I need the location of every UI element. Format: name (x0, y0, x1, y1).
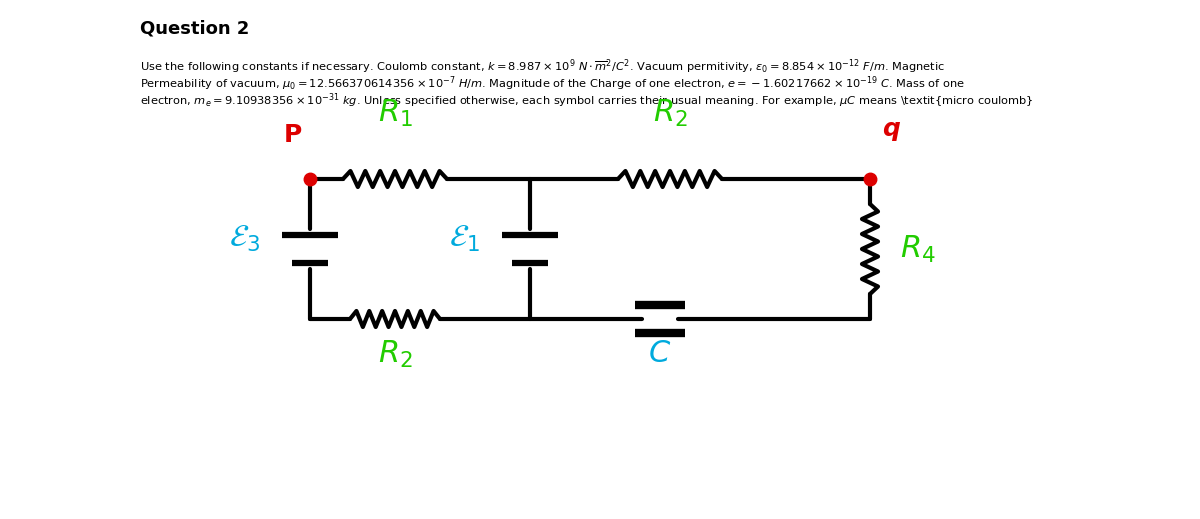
Text: $\mathcal{E}_3$: $\mathcal{E}_3$ (229, 224, 260, 254)
Text: $R_2$: $R_2$ (378, 339, 413, 370)
Text: Use the following constants if necessary. Coulomb constant, $k = 8.987 \times 10: Use the following constants if necessary… (140, 57, 944, 76)
Text: $R_2$: $R_2$ (653, 98, 688, 129)
Text: Question 2: Question 2 (140, 19, 250, 37)
Text: P: P (283, 123, 302, 147)
Text: q: q (882, 117, 900, 141)
Text: electron, $m_e = 9.10938356 \times 10^{-31}\ kg$. Unless specified otherwise, ea: electron, $m_e = 9.10938356 \times 10^{-… (140, 91, 1034, 110)
Text: $R_1$: $R_1$ (378, 98, 413, 129)
Text: Permeability of vacuum, $\mu_0 = 12.566370614356 \times 10^{-7}\ H/m$. Magnitude: Permeability of vacuum, $\mu_0 = 12.5663… (140, 74, 965, 92)
Text: $C$: $C$ (648, 339, 672, 368)
Text: $\mathcal{E}_1$: $\mathcal{E}_1$ (449, 224, 480, 254)
Text: $R_4$: $R_4$ (900, 234, 936, 265)
